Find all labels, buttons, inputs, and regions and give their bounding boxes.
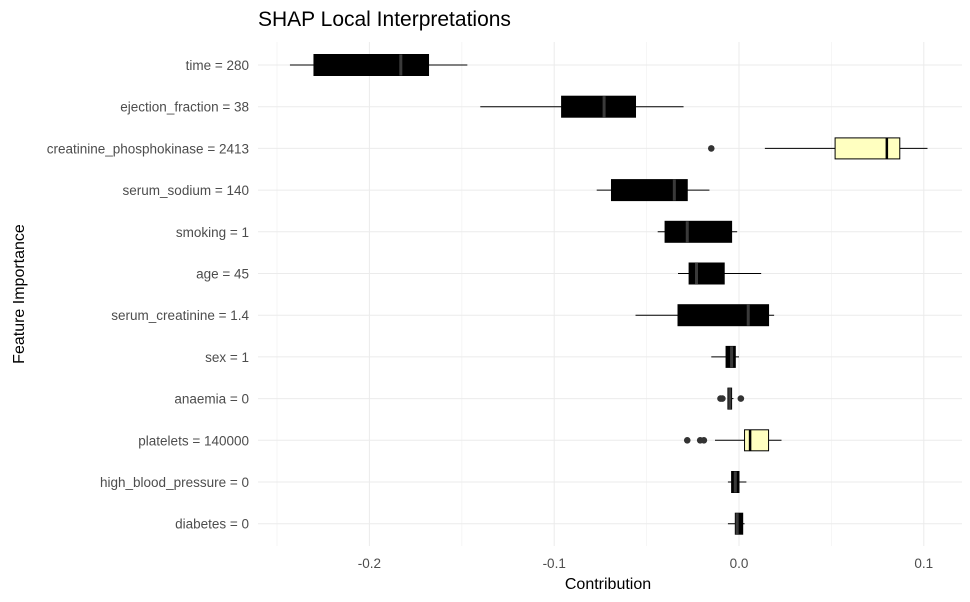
feature-boxplot	[727, 512, 745, 535]
iqr-box	[313, 54, 430, 76]
feature-label: smoking = 1	[176, 225, 249, 240]
iqr-box	[688, 262, 725, 285]
feature-boxplot	[727, 471, 747, 493]
feature-boxplot	[596, 179, 710, 202]
grid	[258, 42, 962, 546]
feature-label: age = 45	[196, 267, 249, 282]
iqr-box	[744, 429, 770, 452]
feature-boxplot	[480, 95, 684, 118]
feature-label: ejection_fraction = 38	[120, 100, 249, 115]
feature-boxplot	[657, 220, 738, 243]
feature-label: serum_sodium = 140	[123, 183, 249, 198]
x-tick-label: 0.0	[730, 556, 749, 571]
feature-label: diabetes = 0	[175, 517, 249, 532]
x-tick-label: 0.1	[914, 556, 933, 571]
y-axis-tick-labels: time = 280 ejection_fraction = 38 creatini…	[47, 58, 250, 532]
iqr-box	[610, 179, 688, 202]
feature-boxplot	[717, 387, 745, 410]
iqr-box	[664, 220, 733, 243]
x-axis-tick-labels: -0.2 -0.1 0.0 0.1	[358, 556, 933, 571]
feature-boxplot	[683, 429, 782, 452]
outlier-point	[707, 145, 715, 152]
outlier-point	[683, 437, 691, 444]
iqr-box	[834, 137, 901, 160]
feature-label: sex = 1	[205, 350, 249, 365]
y-axis-title: Feature Importance	[11, 224, 28, 364]
chart-title: SHAP Local Interpretations	[258, 8, 511, 31]
x-tick-label: -0.2	[358, 556, 381, 571]
feature-label: high_blood_pressure = 0	[100, 475, 249, 490]
feature-boxplot	[707, 137, 928, 160]
feature-boxplot	[289, 54, 468, 76]
x-axis-title: Contribution	[565, 576, 651, 593]
feature-label: time = 280	[186, 58, 249, 73]
outlier-point	[719, 395, 726, 402]
outlier-point	[737, 395, 745, 402]
feature-boxplot	[635, 304, 775, 327]
feature-label: anaemia = 0	[174, 392, 249, 407]
outlier-point	[700, 437, 708, 444]
iqr-box	[561, 95, 637, 118]
iqr-box	[734, 512, 744, 535]
feature-boxplot	[678, 262, 762, 285]
x-tick-label: -0.1	[543, 556, 566, 571]
iqr-box	[677, 304, 770, 327]
feature-label: serum_creatinine = 1.4	[111, 308, 249, 323]
boxplot-marks	[289, 54, 928, 535]
feature-label: creatinine_phosphokinase = 2413	[47, 141, 249, 156]
feature-boxplot	[711, 345, 739, 368]
feature-label: platelets = 140000	[138, 433, 249, 448]
